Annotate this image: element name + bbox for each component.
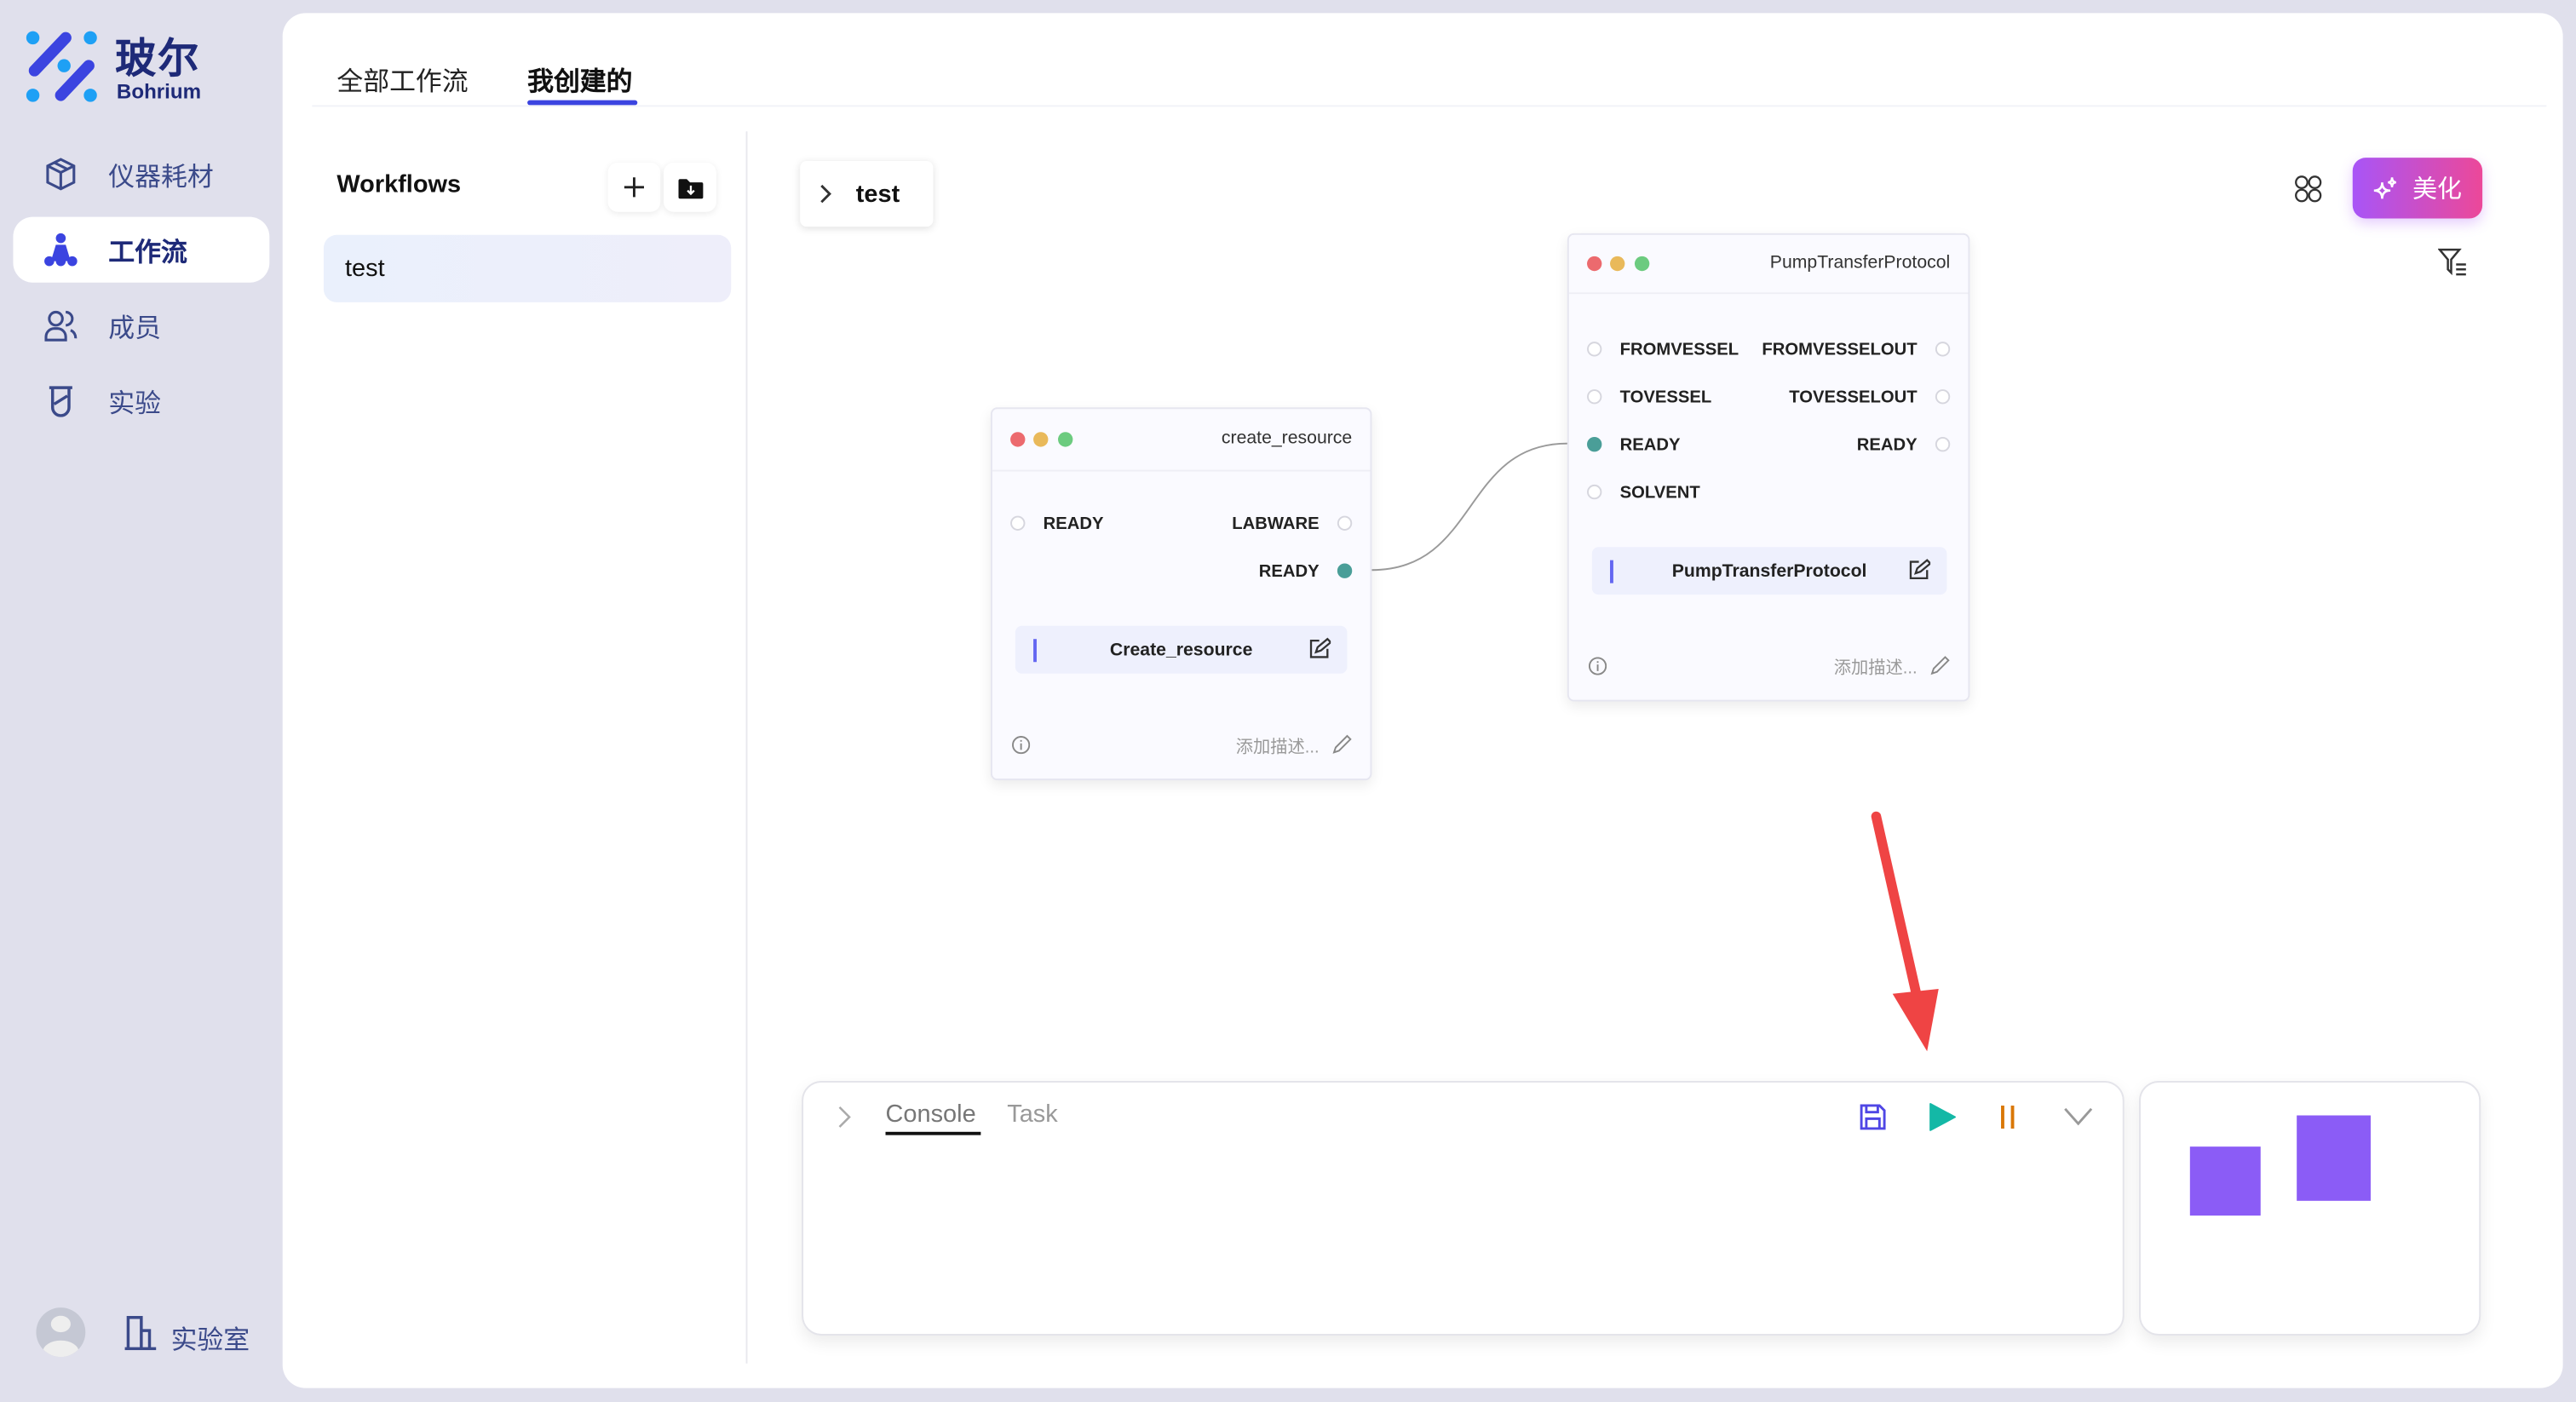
pause-icon[interactable] (1996, 1102, 2019, 1132)
node-pump-transfer-protocol[interactable]: PumpTransferProtocol FROMVESSEL FROMVESS… (1567, 233, 1970, 702)
edit-icon[interactable] (1308, 637, 1331, 660)
divider (312, 105, 2547, 107)
accent-bar (1610, 560, 1613, 583)
tab-console[interactable]: Console (885, 1100, 976, 1129)
minimap[interactable] (2139, 1081, 2481, 1336)
add-workflow-button[interactable] (607, 162, 661, 212)
sidebar-item-workflow[interactable]: 工作流 (13, 216, 270, 283)
node-header[interactable]: PumpTransferProtocol (1568, 235, 1969, 295)
sidebar-item-label: 成员 (108, 315, 162, 344)
port-label: TOVESSEL (1619, 388, 1712, 408)
input-port-connected[interactable] (1587, 437, 1602, 452)
sparkles-icon (2374, 176, 2397, 198)
play-icon[interactable] (1927, 1102, 1957, 1132)
function-name: Create_resource (1109, 640, 1253, 660)
workflow-name: test (345, 254, 385, 283)
minimize-dot[interactable] (1610, 256, 1625, 272)
active-tab-indicator (885, 1131, 981, 1135)
maximize-dot[interactable] (1058, 432, 1073, 447)
function-box[interactable]: PumpTransferProtocol (1591, 547, 1947, 595)
port-label: LABWARE (1232, 514, 1320, 534)
save-icon[interactable] (1858, 1102, 1888, 1132)
output-port-connected[interactable] (1337, 563, 1353, 578)
port-label: READY (1043, 514, 1104, 534)
sidebar-item-members[interactable]: 成员 (13, 292, 269, 358)
beaker-icon (43, 382, 78, 418)
input-port[interactable] (1587, 484, 1602, 500)
maximize-dot[interactable] (1634, 256, 1650, 272)
node-header[interactable]: create_resource (992, 409, 1371, 472)
sidebar-item-label: 工作流 (108, 239, 187, 268)
minimize-dot[interactable] (1033, 432, 1049, 447)
layout-grid-icon[interactable] (2293, 174, 2323, 204)
chevron-right-icon[interactable] (838, 1106, 851, 1129)
filter-icon[interactable] (2438, 248, 2468, 276)
function-box[interactable]: Create_resource (1015, 625, 1348, 674)
close-dot[interactable] (1587, 256, 1602, 272)
beautify-label: 美化 (2412, 175, 2463, 204)
input-port[interactable] (1587, 342, 1602, 357)
node-create-resource[interactable]: create_resource READY LABWARE READY Crea… (990, 407, 1372, 781)
node-title: create_resource (1221, 428, 1353, 449)
port-label: READY (1856, 435, 1918, 456)
workflow-list-item[interactable]: test (323, 234, 732, 302)
lab-switcher[interactable]: 实验室 (170, 1327, 250, 1356)
folder-download-icon (677, 178, 703, 198)
sidebar-item-label: 仪器耗材 (108, 164, 214, 192)
port-label: FROMVESSELOUT (1762, 340, 1918, 360)
function-name: PumpTransferProtocol (1671, 560, 1867, 581)
input-port[interactable] (1010, 515, 1026, 531)
port-label: READY (1619, 435, 1681, 456)
tab-my-workflows[interactable]: 我创建的 (527, 69, 633, 97)
beautify-button[interactable]: 美化 (2352, 158, 2483, 219)
pencil-icon[interactable] (1930, 656, 1950, 675)
node-title: PumpTransferProtocol (1769, 253, 1951, 273)
breadcrumb-label: test (855, 180, 900, 208)
info-icon[interactable] (1588, 657, 1607, 675)
members-icon (43, 307, 78, 343)
accent-bar (1033, 639, 1037, 663)
port-label: TOVESSELOUT (1789, 388, 1918, 408)
divider (745, 131, 748, 1364)
workflow-icon (43, 232, 78, 267)
output-port[interactable] (1935, 342, 1951, 357)
sidebar-item-experiments[interactable]: 实验 (13, 368, 269, 434)
chevron-right-icon (820, 184, 831, 204)
active-tab-indicator (527, 100, 638, 106)
plus-icon (624, 177, 645, 198)
tab-all-workflows[interactable]: 全部工作流 (336, 69, 469, 97)
console-panel: Console Task (802, 1081, 2125, 1336)
port-label: SOLVENT (1619, 483, 1700, 503)
pencil-icon[interactable] (1332, 734, 1352, 754)
description-placeholder[interactable]: 添加描述... (1235, 737, 1320, 758)
edit-icon[interactable] (1907, 559, 1931, 582)
minimap-node (2189, 1146, 2261, 1216)
info-icon[interactable] (1012, 736, 1031, 755)
chevron-down-icon[interactable] (2063, 1107, 2093, 1127)
output-port[interactable] (1337, 515, 1353, 531)
description-placeholder[interactable]: 添加描述... (1833, 658, 1918, 679)
box-icon (43, 156, 78, 192)
breadcrumb[interactable]: test (800, 161, 934, 227)
brand-name: 玻尔 (115, 36, 201, 83)
input-port[interactable] (1587, 389, 1602, 405)
minimap-node (2297, 1115, 2371, 1201)
output-port[interactable] (1935, 437, 1951, 452)
output-port[interactable] (1935, 389, 1951, 405)
close-dot[interactable] (1010, 432, 1026, 447)
port-label: FROMVESSEL (1619, 340, 1739, 360)
building-icon (124, 1316, 157, 1351)
port-label: READY (1258, 561, 1320, 582)
tab-task[interactable]: Task (1007, 1100, 1058, 1129)
import-workflow-button[interactable] (664, 162, 716, 212)
avatar[interactable] (36, 1307, 86, 1358)
sidebar-item-label: 实验 (108, 391, 162, 419)
workflows-title: Workflows (336, 170, 462, 199)
brand-subtitle: Bohrium (116, 80, 202, 104)
sidebar-item-instruments[interactable]: 仪器耗材 (13, 141, 269, 207)
bohrium-logo (26, 31, 97, 102)
